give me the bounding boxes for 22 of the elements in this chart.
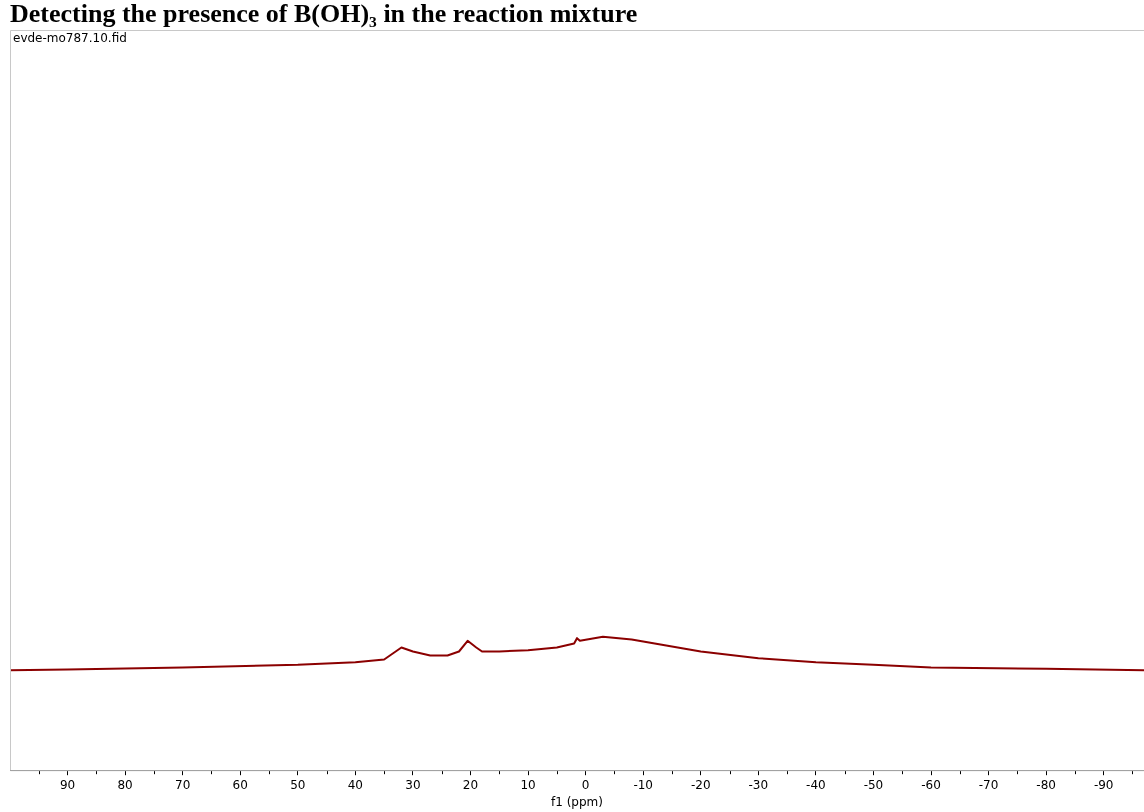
x-tick-label: -10 bbox=[633, 777, 653, 792]
x-tick-label: 30 bbox=[405, 777, 421, 792]
x-tick-label: 70 bbox=[175, 777, 191, 792]
x-tick-label: 0 bbox=[581, 777, 590, 792]
chart-title: Detecting the presence of B(OH)₃ in the reaction mixture bbox=[10, 0, 638, 28]
text: evde-mo787.10.fid bbox=[13, 31, 127, 46]
x-axis-title: f1 (ppm) bbox=[551, 794, 603, 809]
x-tick-label: -50 bbox=[863, 777, 884, 792]
x-tick-label: -80 bbox=[1036, 777, 1056, 792]
x-tick-label: -20 bbox=[690, 777, 711, 792]
x-tick-label: -30 bbox=[748, 777, 769, 792]
x-tick-label: 10 bbox=[520, 777, 536, 792]
x-tick-label: 60 bbox=[232, 777, 248, 792]
x-tick-label: 20 bbox=[462, 777, 479, 792]
x-tick-label: -60 bbox=[921, 777, 941, 792]
x-tick-label: 80 bbox=[117, 777, 133, 792]
x-tick-label: -90 bbox=[1093, 777, 1114, 792]
x-tick-label: 50 bbox=[290, 777, 306, 792]
x-tick-label: 40 bbox=[347, 777, 364, 792]
x-tick-label: 90 bbox=[59, 777, 76, 792]
x-tick-label: -70 bbox=[978, 777, 999, 792]
x-tick-label: -40 bbox=[806, 777, 826, 792]
